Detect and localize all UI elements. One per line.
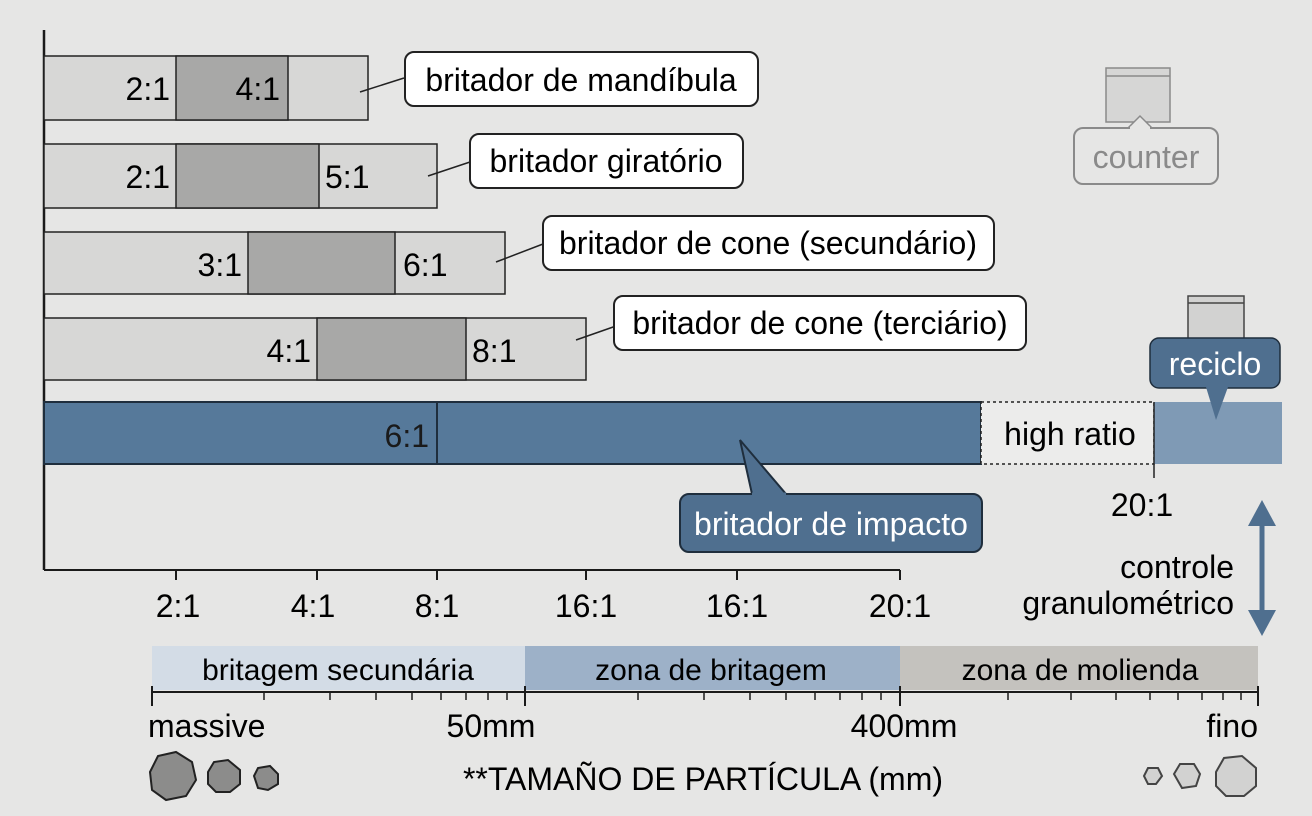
granulometric-control: controle granulométrico: [1022, 500, 1276, 636]
minor-ticks: [263, 692, 1242, 700]
row-jaw-crusher: 2:1 4:1 britador de mandíbula: [43, 51, 759, 121]
large-rocks-icon: [148, 750, 279, 802]
row-impact-crusher: 6:1 high ratio 20:1 britador de impacto: [43, 401, 1282, 553]
cone-sec-label: britador de cone (secundário): [559, 225, 977, 261]
x-axis-ticks: 2:1 4:1 8:1 16:1 16:1 20:1: [156, 570, 931, 624]
max-ratio-label: 20:1: [1111, 487, 1173, 523]
x-tick-1: 2:1: [156, 588, 200, 624]
cone-sec-core-bar: [247, 231, 396, 295]
x-tick-4: 16:1: [555, 588, 617, 624]
impact-bar: [43, 401, 982, 465]
rock-large-2-icon: [207, 758, 241, 793]
control-label-1: controle: [1120, 549, 1234, 585]
rock-large-3-icon: [252, 764, 279, 792]
fine-rocks-icon: [1142, 754, 1257, 797]
cone-ter-callout: [613, 295, 1027, 351]
gyratory-label: britador giratório: [490, 143, 723, 179]
cone-ter-ratio-low: 4:1: [267, 333, 311, 369]
counter-group: counter: [1073, 67, 1219, 185]
cone-ter-ratio-high: 8:1: [472, 333, 516, 369]
high-ratio-label: high ratio: [1004, 416, 1136, 452]
cone-ter-core-bar: [316, 317, 467, 381]
row-cone-secondary: 3:1 6:1 britador de cone (secundário): [43, 215, 995, 295]
gyratory-callout: [469, 133, 744, 189]
control-label-2: granulométrico: [1022, 585, 1234, 621]
rock-small-1-icon: [1142, 767, 1164, 785]
rock-large-1-icon: [148, 750, 198, 802]
cone-ter-range-bar: [43, 317, 587, 381]
jaw-ratio-high: 4:1: [236, 71, 280, 107]
recycle-label: reciclo: [1169, 346, 1261, 382]
x-tick-5: 16:1: [706, 588, 768, 624]
zone-3-label: zona de molienda: [962, 654, 1199, 687]
rock-small-2-icon: [1172, 763, 1202, 790]
impact-callout: [679, 493, 983, 553]
zone-milling: [900, 646, 1258, 690]
size-label-50mm: 50mm: [447, 708, 536, 744]
gyratory-core-bar: [175, 143, 320, 209]
gyratory-ratio-low: 2:1: [126, 159, 170, 195]
rock-small-3-icon: [1215, 754, 1257, 797]
size-label-massive: massive: [148, 708, 265, 744]
recycle-callout-group: reciclo: [1149, 295, 1281, 420]
jaw-callout: [404, 51, 759, 107]
high-ratio-box: [980, 401, 1155, 465]
axis-title: **TAMAÑO DE PARTÍCULA (mm): [463, 761, 943, 797]
x-tick-3: 8:1: [415, 588, 459, 624]
cone-sec-ratio-low: 3:1: [198, 247, 242, 283]
cone-sec-ratio-high: 6:1: [403, 247, 447, 283]
cone-ter-label: britador de cone (terciário): [632, 305, 1007, 341]
jaw-label: britador de mandíbula: [425, 62, 737, 98]
zone-1-label: britagem secundária: [202, 654, 474, 687]
row-cone-tertiary: 4:1 8:1 britador de cone (terciário): [43, 295, 1027, 381]
row-gyratory-crusher: 2:1 5:1 britador giratório: [43, 133, 744, 209]
zone-secondary: [152, 646, 525, 690]
zone-2-label: zona de britagem: [595, 654, 827, 687]
counter-label: counter: [1093, 139, 1200, 175]
impact-label: britador de impacto: [694, 506, 968, 542]
gyratory-ratio-high: 5:1: [325, 159, 369, 195]
jaw-core-bar: [175, 55, 289, 121]
x-tick-2: 4:1: [291, 588, 335, 624]
zone-bands: britagem secundária zona de britagem zon…: [152, 646, 1258, 690]
cone-sec-callout: [542, 215, 995, 271]
jaw-ratio-low: 2:1: [126, 71, 170, 107]
size-label-400mm: 400mm: [851, 708, 958, 744]
x-tick-6: 20:1: [869, 588, 931, 624]
zone-crushing: [525, 646, 900, 690]
size-scale: massive 50mm 400mm fino **TAMAÑO DE PART…: [148, 686, 1259, 797]
size-label-fino: fino: [1206, 708, 1258, 744]
impact-ratio: 6:1: [385, 418, 429, 454]
